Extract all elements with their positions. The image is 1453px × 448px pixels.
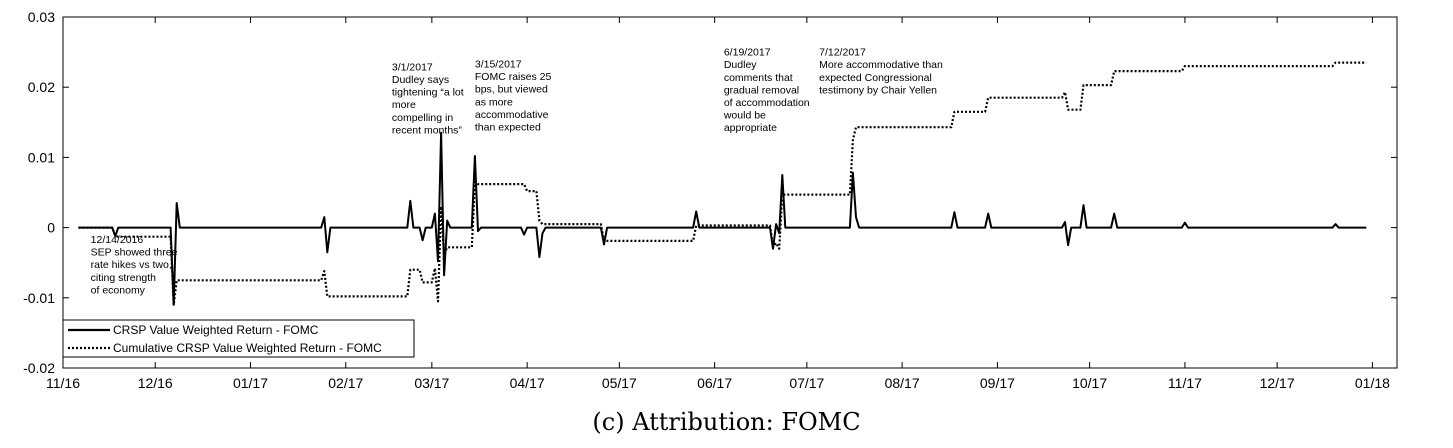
series-line-return (78, 131, 1367, 306)
annotation-line: testimony by Chair Yellen (819, 84, 937, 96)
x-tick-label: 07/17 (789, 375, 824, 391)
figure-caption: (c) Attribution: FOMC (592, 408, 861, 436)
annotation-line: Dudley (724, 59, 757, 71)
annotation-line: of economy (91, 284, 146, 296)
annotation-line: 3/1/2017 (392, 61, 433, 73)
annotation-line: more (392, 99, 416, 111)
fomc-attribution-chart: 0.030.020.010-0.01-0.02 11/16 12/16 01/17 0… (23, 9, 1398, 391)
y-tick-label: 0 (47, 220, 55, 236)
y-tick-label: -0.01 (23, 290, 55, 306)
annotation-line: 12/14/2016 (91, 234, 144, 246)
series-line-cumulative-return (78, 61, 1367, 306)
legend-label-cumulative: Cumulative CRSP Value Weighted Return - … (113, 341, 382, 355)
y-tick-label: 0.03 (28, 9, 55, 25)
y-tick-label: -0.02 (23, 360, 55, 376)
x-tick-label: 09/17 (980, 375, 1015, 391)
plot-frame (62, 16, 1398, 369)
x-tick-label: 01/18 (1355, 375, 1390, 391)
annotation-line: expected Congressional (819, 72, 932, 84)
y-axis: 0.03 0.02 0.01 0 -0.01 -0.02 (23, 9, 1397, 376)
annotation-line: of accommodation (724, 97, 810, 109)
x-tick-label: 06/17 (697, 375, 732, 391)
annotation-line: Dudley says (392, 74, 449, 86)
x-tick-label: 11/16 (46, 375, 80, 391)
x-axis: 11/16 12/16 01/17 02/17 03/17 04/17 05/17 06/17… (46, 17, 1390, 391)
x-tick-label: 01/17 (233, 375, 268, 391)
legend: CRSP Value Weighted Return - FOMC Cumula… (62, 319, 415, 358)
annotation-line: accommodative (475, 109, 549, 121)
annotation-line: would be (723, 110, 766, 122)
x-tick-label: 08/17 (885, 375, 920, 391)
annotation-line: as more (475, 96, 513, 108)
annotation-line: tightening “a lot (392, 87, 464, 99)
x-tick-label: 03/17 (414, 375, 449, 391)
annotation-line: than expected (475, 122, 541, 134)
annotation-line: citing strength (91, 272, 157, 284)
annotation-line: More accommodative than (819, 59, 943, 71)
annotation-line: 3/15/2017 (475, 59, 522, 71)
legend-box (62, 319, 415, 358)
annotation-line: 7/12/2017 (819, 47, 866, 59)
annotation-line: rate hikes vs two, (91, 259, 172, 271)
annotation-line: gradual removal (724, 84, 799, 96)
x-tick-label: 12/16 (138, 375, 173, 391)
x-tick-label: 05/17 (602, 375, 637, 391)
annotation-line: appropriate (724, 122, 777, 134)
annotation-line: SEP showed three (91, 247, 178, 259)
annotation-line: 6/19/2017 (724, 47, 771, 59)
y-tick-label: 0.02 (28, 79, 55, 95)
x-tick-label: 11/17 (1168, 375, 1202, 391)
x-tick-label: 04/17 (510, 375, 545, 391)
x-tick-label: 10/17 (1072, 375, 1107, 391)
series-layer (78, 61, 1367, 306)
annotation-line: bps, but viewed (475, 84, 548, 96)
annotation-line: comments that (724, 72, 793, 84)
x-tick-label: 12/17 (1260, 375, 1295, 391)
x-tick-label: 02/17 (328, 375, 363, 391)
annotation-line: FOMC raises 25 (475, 71, 552, 83)
annotation-line: compelling in (392, 112, 453, 124)
y-tick-label: 0.01 (28, 149, 55, 165)
annotation-line: recent months” (392, 124, 463, 136)
legend-label-return: CRSP Value Weighted Return - FOMC (113, 323, 319, 337)
